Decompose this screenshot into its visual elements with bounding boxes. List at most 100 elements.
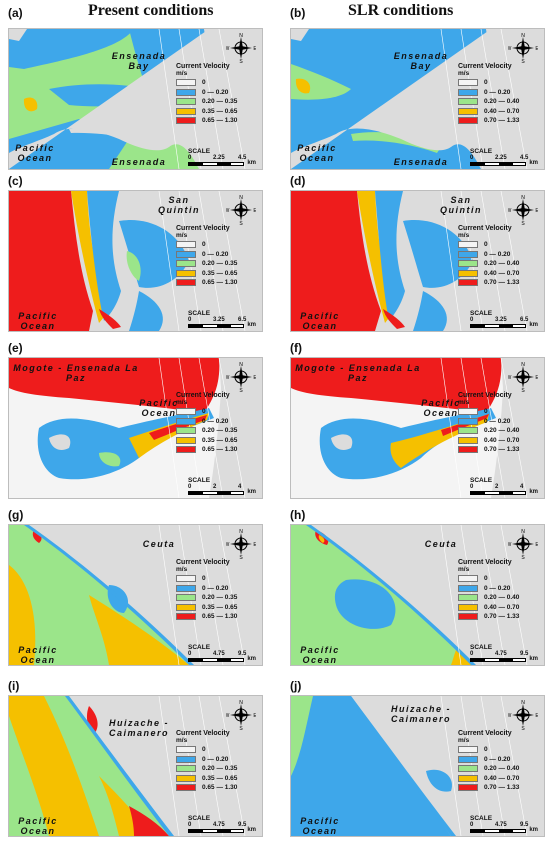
scale-title: SCALE <box>188 477 211 484</box>
place-name: Huizache - Caimanero <box>390 704 452 724</box>
legend-swatch <box>176 784 196 792</box>
legend-row: 0 — 0.20 <box>176 250 258 260</box>
panel-label: (f) <box>290 341 302 355</box>
legend-range: 0 — 0.20 <box>484 584 511 592</box>
scale-tick-label: 2 <box>495 484 499 490</box>
legend-range: 0 <box>202 408 206 416</box>
legend-row: 0.40 — 0.70 <box>458 603 540 613</box>
legend-row: 0.70 — 1.33 <box>458 783 540 793</box>
scale-unit: km <box>529 827 538 833</box>
velocity-zone <box>351 132 441 153</box>
legend-title: Current Velocity <box>176 559 230 566</box>
land-area <box>9 29 262 169</box>
road-line <box>218 696 246 836</box>
legend-swatch <box>176 408 196 416</box>
scale-bar: SCALE 0 4.75 9.5 km <box>470 644 538 662</box>
place-name: Ensenada <box>111 157 167 167</box>
compass-n-label: N <box>239 529 243 535</box>
legend-row: 0.20 — 0.35 <box>176 259 258 269</box>
road-line <box>198 525 224 665</box>
legend-swatch <box>458 107 478 115</box>
legend-swatch <box>176 117 196 125</box>
scale-tick-label: 4 <box>520 484 524 490</box>
compass-n-label: N <box>239 195 243 201</box>
land-area <box>331 434 353 450</box>
map-panel: Ceuta Pacific Ocean N S E W Current Velocitym/… <box>290 524 545 666</box>
velocity-legend: Current Velocity m/s 0 0 — 0.20 0.20 — 0.35 0… <box>176 559 258 622</box>
legend-unit: m/s <box>458 399 470 406</box>
legend-row: 0.65 — 1.30 <box>176 783 258 793</box>
road-line <box>218 525 246 665</box>
legend-swatch <box>176 88 196 96</box>
compass-n-label: N <box>521 33 525 39</box>
legend-range: 0.65 — 1.30 <box>202 279 238 287</box>
map-panel: Huizache - Caimanero Pacific Ocean N S E W Cur… <box>290 695 545 837</box>
legend-row: 0.35 — 0.65 <box>176 269 258 279</box>
compass-e-label: E <box>253 713 256 719</box>
scale-title: SCALE <box>470 815 493 822</box>
legend-range: 0.65 — 1.30 <box>202 613 238 621</box>
compass-s-label: S <box>521 555 525 559</box>
scale-tick-label: 0 <box>188 317 192 323</box>
compass-s-label: S <box>521 726 525 730</box>
legend-title: Current Velocity <box>176 392 230 399</box>
scale-title: SCALE <box>470 310 493 317</box>
compass-n-label: N <box>521 529 525 535</box>
place-name: Pacific Ocean <box>300 311 340 331</box>
legend-swatch <box>176 603 196 611</box>
legend-range: 0.20 — 0.40 <box>484 98 520 106</box>
road-line <box>198 358 224 498</box>
scale-tick-label: 4.75 <box>213 651 225 657</box>
legend-unit: m/s <box>176 232 188 239</box>
scale-tick-label: 0 <box>470 317 474 323</box>
land-area <box>209 358 262 498</box>
legend-swatch <box>458 117 478 125</box>
legend-swatch <box>458 279 478 287</box>
land-area <box>49 434 71 450</box>
compass-s-label: S <box>521 221 525 225</box>
legend-row: 0 — 0.20 <box>176 417 258 427</box>
legend-swatch <box>458 446 478 454</box>
compass-n-label: N <box>521 195 525 201</box>
scale-unit: km <box>247 656 256 662</box>
road-line <box>198 696 224 836</box>
compass-s-label: S <box>239 388 243 392</box>
compass-e-label: E <box>535 542 538 548</box>
legend-range: 0 — 0.20 <box>202 250 229 258</box>
legend-swatch <box>176 79 196 87</box>
scale-tick-label: 4.75 <box>495 822 507 828</box>
panel-label: (c) <box>8 174 23 188</box>
legend-range: 0.20 — 0.35 <box>202 260 238 268</box>
legend-range: 0.20 — 0.40 <box>484 765 520 773</box>
legend-unit: m/s <box>176 70 188 77</box>
velocity-map <box>9 29 262 169</box>
legend-row: 0.35 — 0.65 <box>176 107 258 117</box>
map-panel: Ceuta Pacific Ocean N S E W Current Velocitym/… <box>8 524 263 666</box>
scale-bar: SCALE 0 2 4 km <box>470 477 538 495</box>
velocity-legend: Current Velocity m/s 0 0 — 0.20 0.20 — 0.35 0… <box>176 392 258 455</box>
road-line <box>480 525 506 665</box>
road-line <box>480 191 506 331</box>
compass-icon: N S E W <box>226 33 256 63</box>
land-area <box>69 127 161 145</box>
compass-s-label: S <box>521 388 525 392</box>
compass-icon: N S E W <box>508 362 538 392</box>
legend-row: 0 — 0.20 <box>458 755 540 765</box>
legend-range: 0 <box>202 575 206 583</box>
velocity-zone <box>451 650 471 665</box>
velocity-legend: Current Velocity m/s 0 0 — 0.20 0.20 — 0.40 0… <box>458 392 540 455</box>
scale-segment <box>189 163 203 165</box>
place-name: Huizache - Caimanero <box>108 718 170 738</box>
map-panel: Ensenada Bay Pacific Ocean Ensenada N S E W Cur… <box>8 28 263 170</box>
scale-segment <box>499 325 513 327</box>
scale-segment <box>471 492 485 494</box>
scale-tick-label: 0 <box>188 484 192 490</box>
compass-e-label: E <box>535 375 538 381</box>
legend-row: 0.65 — 1.30 <box>176 116 258 126</box>
legend-swatch <box>458 427 478 435</box>
scale-unit: km <box>247 322 256 328</box>
legend-unit: m/s <box>176 737 188 744</box>
legend-row: 0 — 0.20 <box>458 417 540 427</box>
legend-row: 0.70 — 1.33 <box>458 278 540 288</box>
legend-swatch <box>458 774 478 782</box>
